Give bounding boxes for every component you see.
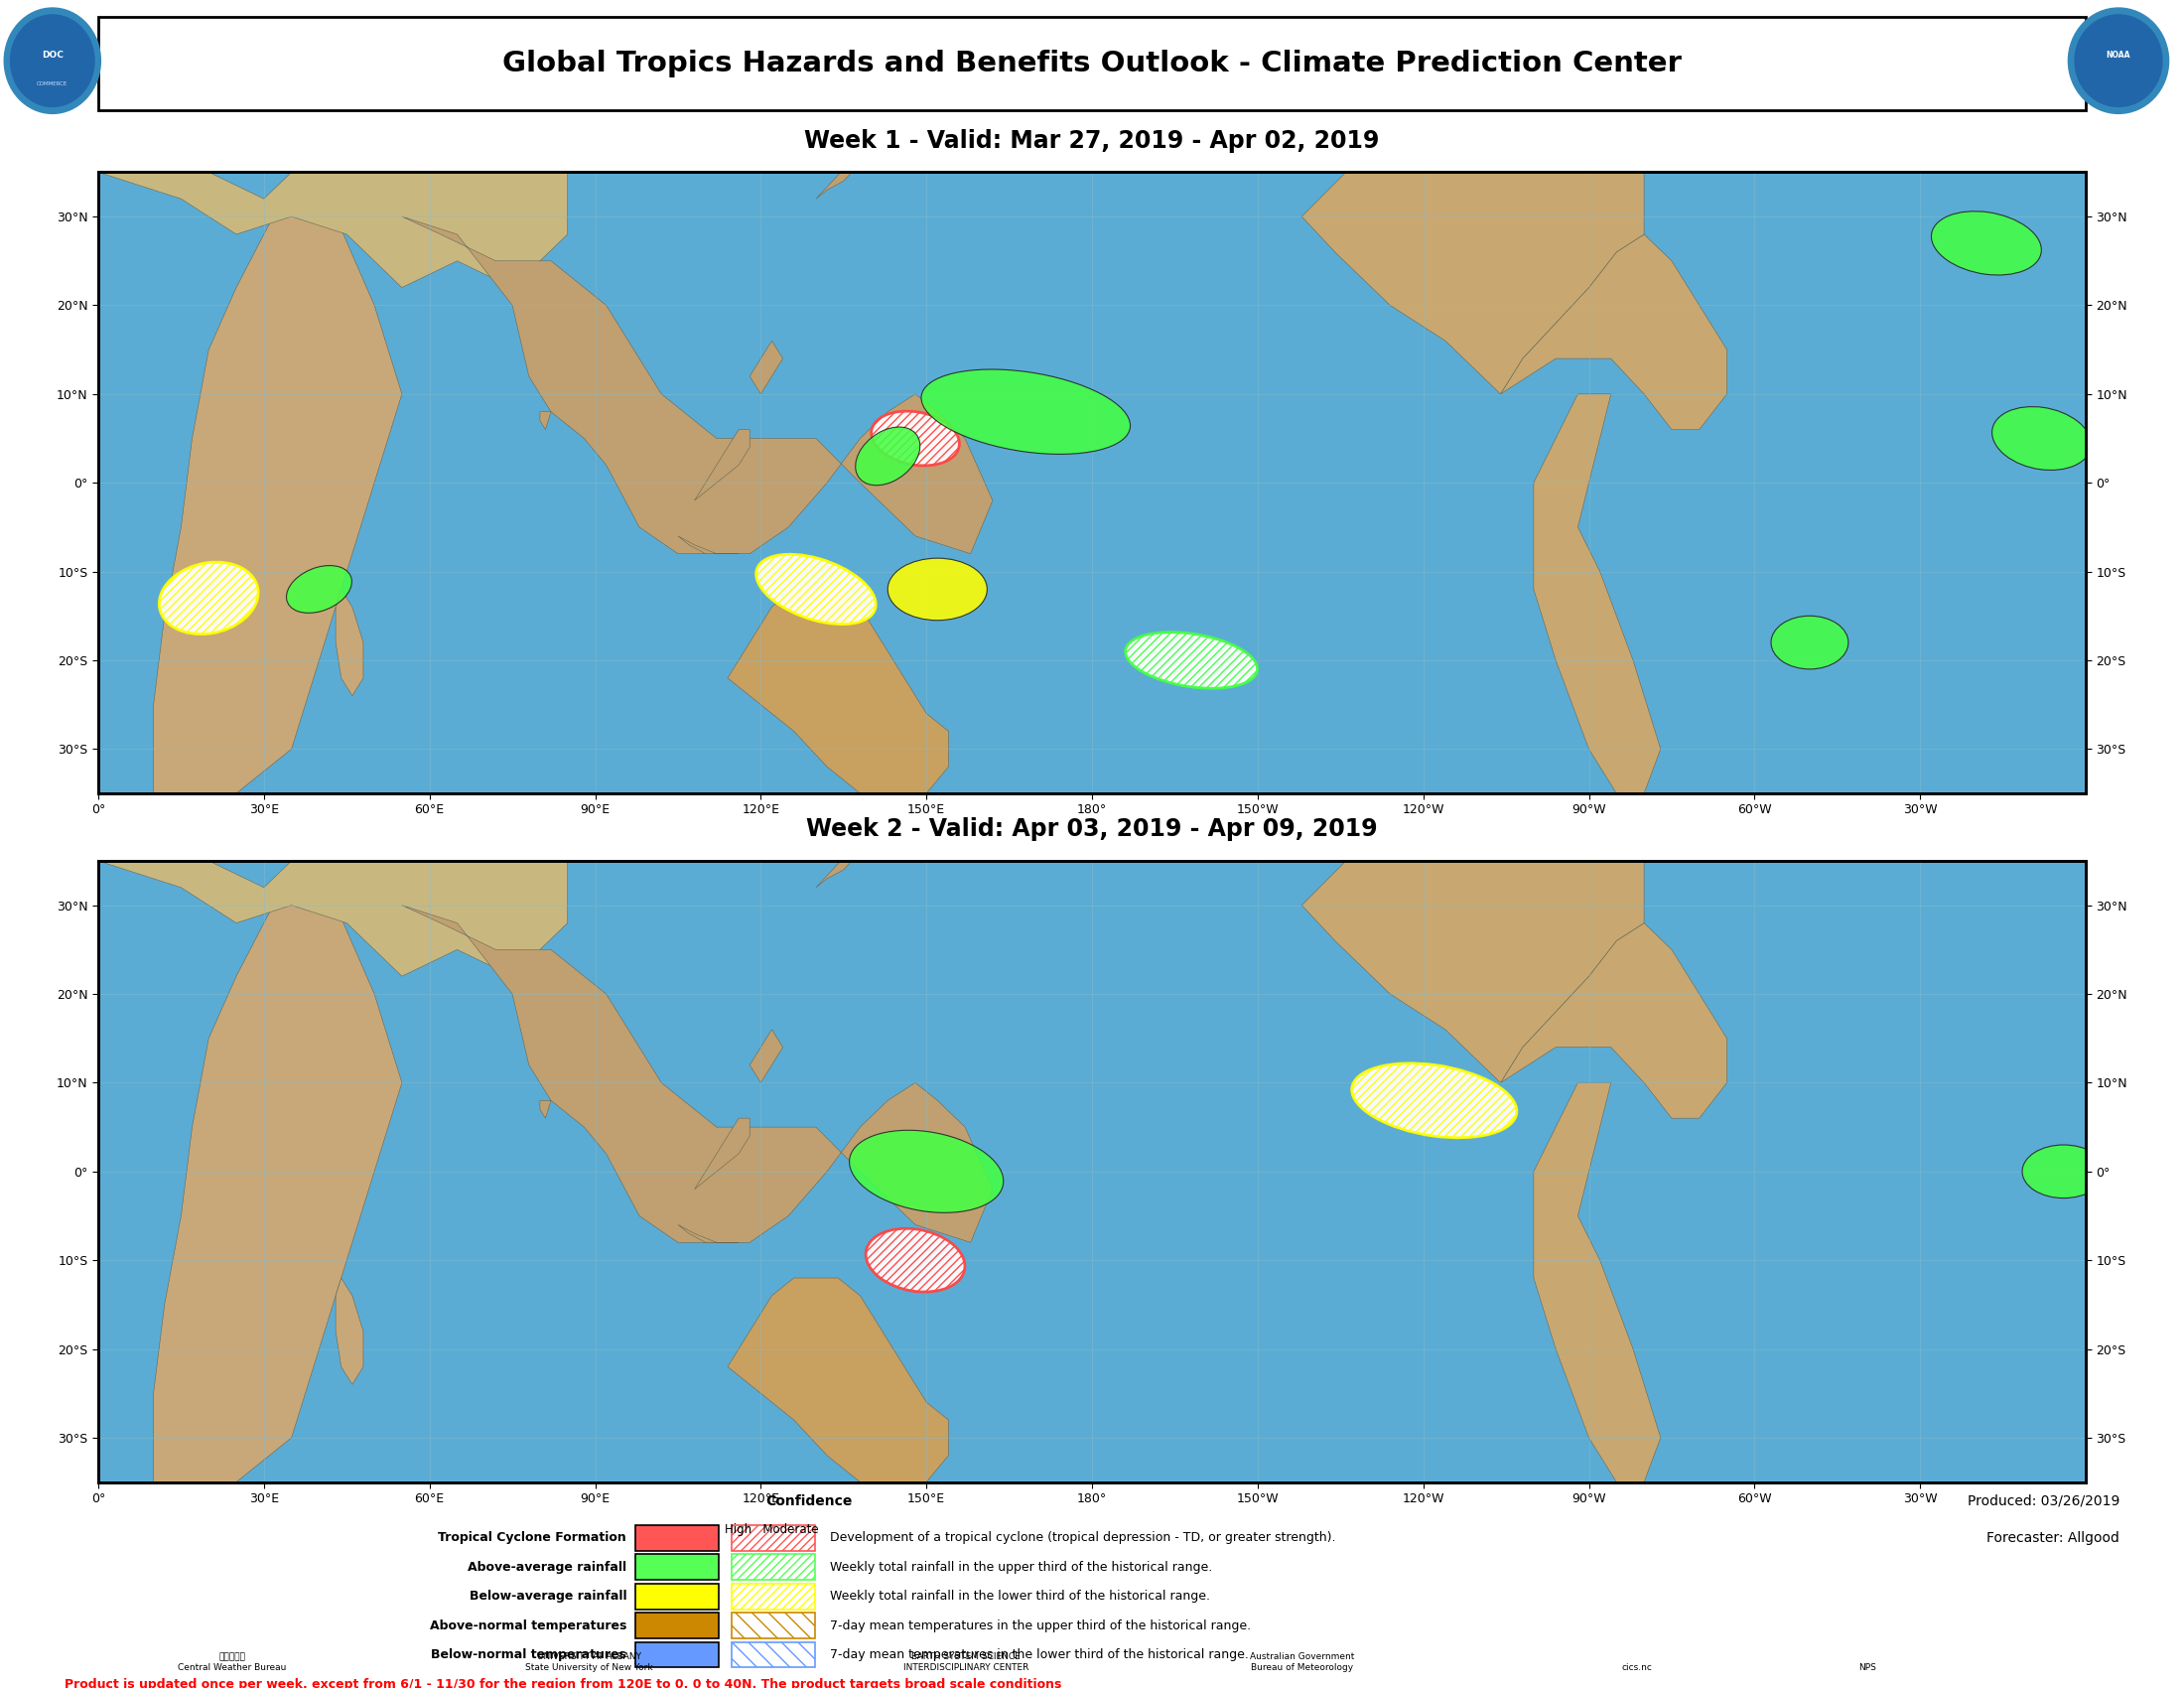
Polygon shape <box>1500 923 1728 1117</box>
Polygon shape <box>727 589 948 793</box>
Polygon shape <box>153 861 402 1482</box>
Text: Confidence: Confidence <box>767 1494 852 1507</box>
Polygon shape <box>336 1278 363 1384</box>
Text: NPS: NPS <box>1859 1663 1876 1671</box>
Polygon shape <box>695 429 749 501</box>
Text: Produced: 03/26/2019: Produced: 03/26/2019 <box>1968 1494 2118 1507</box>
Text: Australian Government
Bureau of Meteorology: Australian Government Bureau of Meteorol… <box>1249 1653 1354 1671</box>
Polygon shape <box>1500 235 1728 429</box>
Text: 7-day mean temperatures in the upper third of the historical range.: 7-day mean temperatures in the upper thi… <box>830 1619 1251 1632</box>
Circle shape <box>4 8 100 113</box>
Ellipse shape <box>756 554 876 625</box>
FancyBboxPatch shape <box>732 1642 815 1668</box>
Text: Above-normal temperatures: Above-normal temperatures <box>430 1619 627 1632</box>
Polygon shape <box>677 1225 738 1242</box>
FancyBboxPatch shape <box>732 1555 815 1580</box>
Text: Below-average rainfall: Below-average rainfall <box>470 1590 627 1604</box>
Polygon shape <box>1302 172 1645 393</box>
Polygon shape <box>98 172 568 287</box>
Text: Weekly total rainfall in the lower third of the historical range.: Weekly total rainfall in the lower third… <box>830 1590 1210 1604</box>
FancyBboxPatch shape <box>636 1555 719 1580</box>
Polygon shape <box>153 172 402 793</box>
Polygon shape <box>817 128 882 199</box>
FancyBboxPatch shape <box>732 1612 815 1639</box>
Circle shape <box>2068 8 2169 113</box>
Polygon shape <box>98 861 568 976</box>
Polygon shape <box>1302 861 1645 1082</box>
Text: Product is updated once per week, except from 6/1 - 11/30 for the region from 12: Product is updated once per week, except… <box>66 1678 1061 1688</box>
Polygon shape <box>749 1030 782 1082</box>
Text: Below-normal temperatures: Below-normal temperatures <box>430 1647 627 1661</box>
FancyBboxPatch shape <box>98 17 2086 110</box>
Ellipse shape <box>2022 1144 2105 1198</box>
Text: 中央氣象局
Central Weather Bureau: 中央氣象局 Central Weather Bureau <box>179 1653 286 1671</box>
Ellipse shape <box>1125 631 1258 689</box>
Ellipse shape <box>850 1131 1002 1212</box>
Text: DOC: DOC <box>41 51 63 59</box>
Circle shape <box>2075 15 2162 106</box>
Text: EARTH SYSTEM SCIENCE
INTERDISCIPLINARY CENTER: EARTH SYSTEM SCIENCE INTERDISCIPLINARY C… <box>904 1653 1029 1671</box>
Ellipse shape <box>856 427 919 486</box>
Text: NOAA: NOAA <box>2105 51 2132 59</box>
Polygon shape <box>817 817 882 888</box>
FancyBboxPatch shape <box>636 1642 719 1668</box>
Ellipse shape <box>159 562 258 635</box>
Polygon shape <box>1533 393 1660 793</box>
Text: Above-average rainfall: Above-average rainfall <box>467 1561 627 1573</box>
Ellipse shape <box>922 370 1131 454</box>
Polygon shape <box>749 341 782 393</box>
Ellipse shape <box>1992 407 2090 471</box>
Text: 7-day mean temperatures in the lower third of the historical range.: 7-day mean temperatures in the lower thi… <box>830 1647 1249 1661</box>
Polygon shape <box>1533 1082 1660 1482</box>
Text: Forecaster: Allgood: Forecaster: Allgood <box>1987 1531 2118 1545</box>
Polygon shape <box>539 1101 550 1117</box>
Ellipse shape <box>286 565 352 613</box>
Polygon shape <box>695 1117 749 1190</box>
FancyBboxPatch shape <box>636 1526 719 1551</box>
Text: Week 2 - Valid: Apr 03, 2019 - Apr 09, 2019: Week 2 - Valid: Apr 03, 2019 - Apr 09, 2… <box>806 817 1378 841</box>
Polygon shape <box>677 537 738 554</box>
Text: UNIVERSITY AT ALBANY
State University of New York: UNIVERSITY AT ALBANY State University of… <box>524 1653 653 1671</box>
FancyBboxPatch shape <box>636 1583 719 1609</box>
Text: Development of a tropical cyclone (tropical depression - TD, or greater strength: Development of a tropical cyclone (tropi… <box>830 1531 1337 1545</box>
Text: COMMERCE: COMMERCE <box>37 81 68 86</box>
Text: Global Tropics Hazards and Benefits Outlook - Climate Prediction Center: Global Tropics Hazards and Benefits Outl… <box>502 49 1682 78</box>
Polygon shape <box>402 216 992 554</box>
FancyBboxPatch shape <box>732 1583 815 1609</box>
Ellipse shape <box>1352 1063 1518 1138</box>
Text: Tropical Cyclone Formation: Tropical Cyclone Formation <box>439 1531 627 1545</box>
Ellipse shape <box>1931 211 2042 275</box>
Polygon shape <box>336 589 363 695</box>
Polygon shape <box>402 905 992 1242</box>
Polygon shape <box>539 412 550 429</box>
Circle shape <box>11 15 94 106</box>
FancyBboxPatch shape <box>636 1612 719 1639</box>
Polygon shape <box>727 1278 948 1482</box>
Text: High   Moderate: High Moderate <box>725 1524 819 1536</box>
Ellipse shape <box>871 412 959 466</box>
Text: Weekly total rainfall in the upper third of the historical range.: Weekly total rainfall in the upper third… <box>830 1561 1212 1573</box>
FancyBboxPatch shape <box>732 1526 815 1551</box>
Text: cics.nc: cics.nc <box>1623 1663 1653 1671</box>
Ellipse shape <box>887 559 987 619</box>
Text: Week 1 - Valid: Mar 27, 2019 - Apr 02, 2019: Week 1 - Valid: Mar 27, 2019 - Apr 02, 2… <box>804 128 1380 154</box>
Ellipse shape <box>1771 616 1848 668</box>
Ellipse shape <box>865 1229 965 1291</box>
